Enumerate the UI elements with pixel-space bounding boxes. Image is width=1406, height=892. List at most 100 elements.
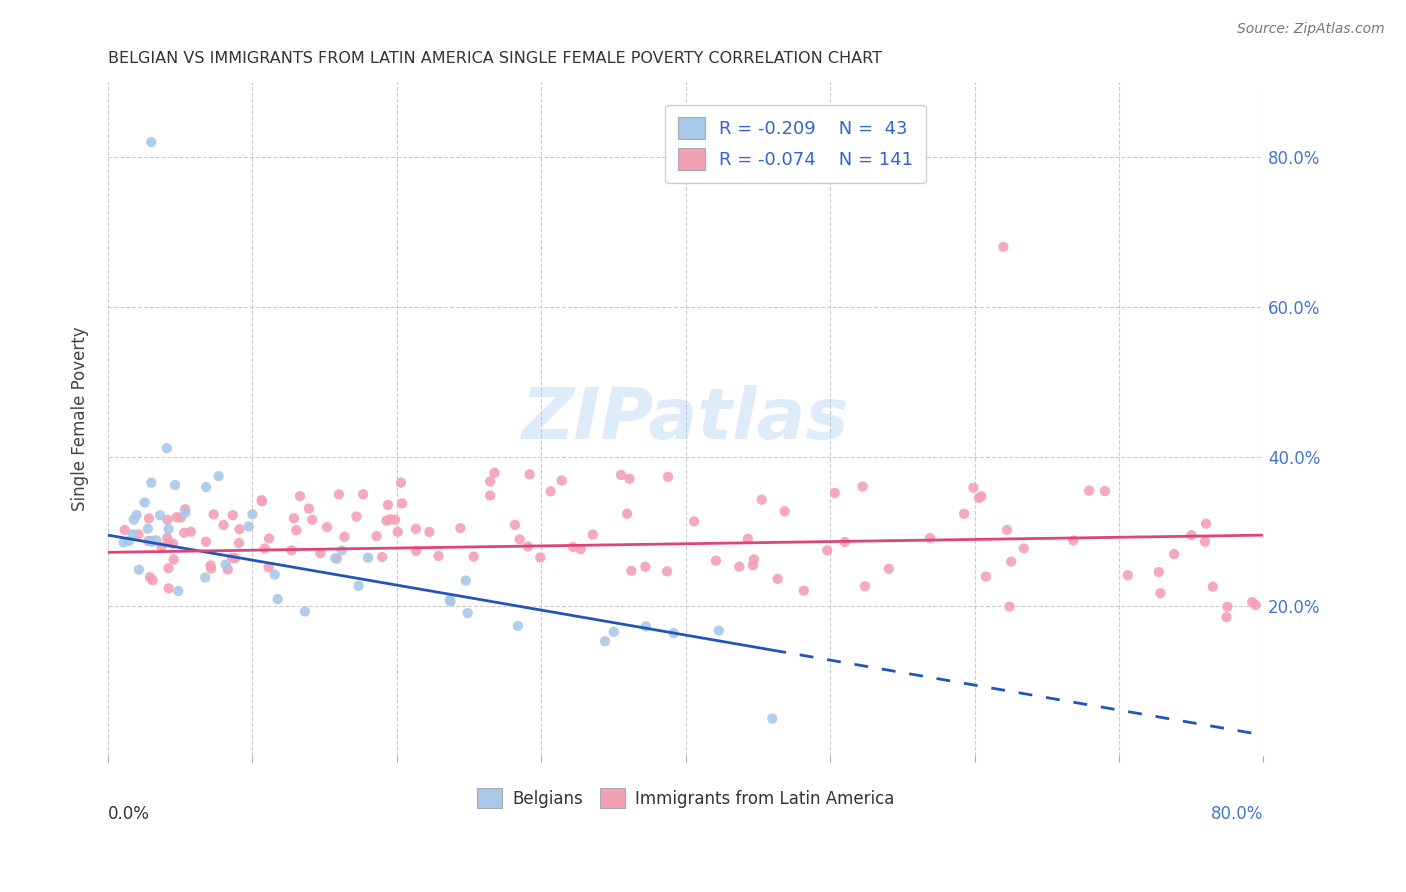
Point (603, 624, 626, 639)
Point (920, 531, 942, 545)
Point (479, 475, 502, 489)
Point (389, 475, 412, 490)
Point (582, 527, 605, 541)
Point (616, 507, 638, 521)
Point (509, 533, 531, 547)
Point (439, 592, 461, 607)
Point (1215, 610, 1237, 624)
Point (793, 583, 815, 598)
Point (506, 619, 529, 633)
Point (228, 522, 250, 536)
Point (200, 561, 222, 575)
Point (516, 540, 538, 554)
Point (328, 487, 350, 501)
Point (1078, 483, 1101, 498)
Point (118, 534, 141, 549)
Point (222, 508, 245, 523)
Point (125, 508, 148, 522)
Point (150, 540, 173, 554)
Point (112, 535, 135, 549)
Point (242, 507, 264, 521)
Point (285, 523, 308, 537)
Point (156, 531, 179, 545)
Point (707, 624, 730, 638)
Point (1216, 599, 1239, 614)
Point (967, 491, 990, 505)
Point (167, 584, 190, 599)
Point (1147, 565, 1170, 579)
Point (141, 135, 163, 149)
Point (346, 509, 368, 524)
Point (122, 513, 145, 527)
Point (263, 567, 285, 582)
Point (250, 493, 273, 508)
Point (163, 478, 186, 492)
Point (141, 533, 163, 548)
Point (1163, 547, 1185, 561)
Point (619, 472, 641, 486)
Point (737, 532, 759, 546)
Point (1000, 555, 1022, 569)
Point (267, 592, 290, 607)
Point (380, 512, 402, 526)
Text: BELGIAN VS IMMIGRANTS FROM LATIN AMERICA SINGLE FEMALE POVERTY CORRELATION CHART: BELGIAN VS IMMIGRANTS FROM LATIN AMERICA… (108, 51, 882, 66)
Point (1241, 595, 1264, 609)
Point (326, 551, 349, 566)
Point (610, 467, 633, 482)
Point (551, 474, 574, 488)
Point (1062, 533, 1084, 548)
Point (1094, 484, 1116, 499)
Point (288, 489, 311, 503)
Point (122, 527, 145, 541)
Point (157, 561, 180, 575)
Point (634, 619, 657, 633)
Point (194, 570, 217, 584)
Point (215, 558, 238, 572)
Text: 80.0%: 80.0% (1211, 805, 1264, 822)
Point (141, 534, 163, 549)
Point (391, 496, 413, 510)
Point (217, 562, 239, 576)
Point (347, 579, 370, 593)
Point (569, 542, 592, 557)
Point (250, 494, 273, 508)
Point (375, 514, 398, 528)
Point (174, 502, 197, 516)
Point (195, 534, 218, 549)
Point (294, 604, 316, 618)
Point (253, 541, 276, 556)
Point (212, 518, 235, 533)
Point (325, 551, 347, 566)
Point (620, 564, 643, 578)
Point (163, 552, 186, 566)
Point (166, 510, 188, 524)
Point (149, 508, 172, 523)
Point (562, 540, 585, 554)
Point (449, 521, 471, 535)
Point (824, 486, 846, 500)
Point (170, 510, 193, 524)
Point (280, 543, 302, 558)
Point (384, 513, 406, 527)
Point (454, 574, 477, 588)
Point (157, 522, 180, 536)
Point (371, 550, 394, 565)
Point (418, 524, 440, 539)
Point (970, 489, 993, 503)
Point (128, 563, 150, 577)
Point (1194, 534, 1216, 549)
Point (257, 532, 280, 546)
Point (127, 527, 149, 541)
Point (405, 544, 427, 558)
Point (195, 480, 218, 494)
Point (156, 441, 179, 455)
Point (141, 475, 163, 490)
Point (742, 552, 765, 566)
Point (742, 558, 765, 573)
Point (852, 479, 875, 493)
Point (352, 487, 374, 501)
Point (1012, 541, 1035, 556)
Point (301, 513, 323, 527)
Point (529, 550, 551, 565)
Point (853, 579, 876, 593)
